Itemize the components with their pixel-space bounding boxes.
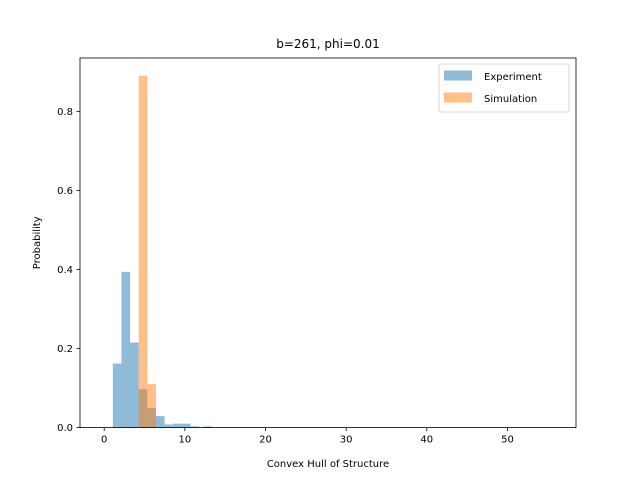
x-tick-label: 20 — [259, 435, 272, 446]
simulation-bar-0 — [138, 75, 148, 428]
x-tick-label: 50 — [501, 435, 514, 446]
y-tick-label: 0.0 — [57, 423, 73, 434]
experiment-bar-7 — [173, 423, 182, 428]
experiment-bar-0 — [112, 363, 122, 428]
y-tick-label: 0.6 — [57, 186, 73, 197]
x-tick-label: 0 — [101, 435, 107, 446]
simulation-bars — [138, 75, 156, 428]
x-tick-label: 40 — [420, 435, 433, 446]
legend-label-experiment: Experiment — [484, 72, 542, 83]
y-tick-label: 0.4 — [57, 265, 73, 276]
experiment-bar-9 — [190, 426, 200, 428]
x-axis-ticks: 0 10 20 30 40 50 — [101, 427, 514, 446]
experiment-bar-1 — [121, 271, 131, 428]
legend: Experiment Simulation — [438, 63, 570, 113]
x-tick-label: 30 — [340, 435, 353, 446]
experiment-bar-2 — [130, 342, 139, 428]
chart-title: b=261, phi=0.01 — [276, 37, 380, 51]
y-axis-ticks: 0.0 0.2 0.4 0.6 0.8 — [57, 107, 80, 434]
y-axis-label: Probability — [32, 216, 43, 269]
experiment-bar-6 — [164, 424, 174, 428]
legend-swatch-simulation — [444, 92, 472, 103]
y-tick-label: 0.2 — [57, 344, 73, 355]
simulation-bar-1 — [147, 384, 156, 428]
plot-frame — [79, 57, 577, 429]
x-axis-label: Convex Hull of Structure — [267, 459, 389, 470]
experiment-bar-10 — [203, 426, 213, 428]
y-tick-label: 0.8 — [57, 107, 73, 118]
experiment-bar-8 — [181, 423, 191, 428]
x-tick-label: 10 — [178, 435, 191, 446]
legend-swatch-experiment — [444, 70, 472, 81]
legend-label-simulation: Simulation — [484, 94, 537, 105]
experiment-bar-5 — [155, 416, 165, 428]
